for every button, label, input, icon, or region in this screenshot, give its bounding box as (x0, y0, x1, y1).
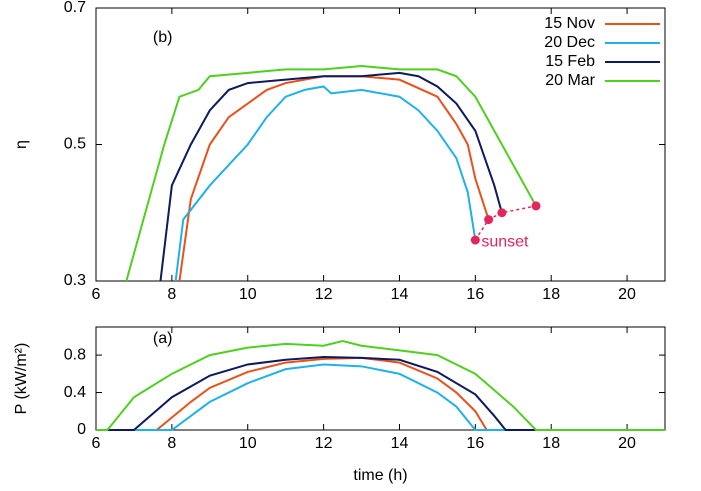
series-line (96, 363, 665, 431)
x-tick-label: 20 (618, 435, 636, 452)
series-line (178, 75, 490, 282)
sunset-line (474, 205, 537, 241)
legend-label: 15 Feb (545, 53, 595, 70)
x-tick-label: 18 (542, 286, 560, 303)
x-tick-label: 12 (315, 435, 333, 452)
y-tick-label: 0.3 (64, 272, 86, 289)
x-axis-label: time (h) (353, 467, 407, 484)
y-tick-label: 0.8 (64, 346, 86, 363)
y-tick-label: 0 (77, 421, 86, 438)
x-tick-label: 16 (466, 286, 484, 303)
y-tick-label: 0.7 (64, 0, 86, 16)
x-tick-label: 16 (466, 435, 484, 452)
x-tick-label: 8 (167, 435, 176, 452)
x-tick-label: 14 (391, 286, 409, 303)
legend-label: 20 Dec (544, 34, 595, 51)
panel-label: (b) (153, 29, 173, 46)
sunset-label: sunset (481, 233, 529, 250)
x-tick-label: 14 (391, 435, 409, 452)
x-tick-label: 10 (239, 286, 257, 303)
x-tick-label: 6 (92, 435, 101, 452)
series-line (125, 65, 537, 282)
x-tick-label: 12 (315, 286, 333, 303)
x-tick-label: 20 (618, 286, 636, 303)
legend-label: 20 Mar (545, 72, 595, 89)
sunset-point (470, 235, 480, 245)
x-tick-label: 18 (542, 435, 560, 452)
x-tick-label: 10 (239, 435, 257, 452)
sunset-point (497, 208, 507, 218)
series-line (96, 340, 665, 431)
panel-label: (a) (153, 330, 173, 347)
series-line (159, 71, 503, 282)
x-tick-label: 6 (92, 286, 101, 303)
plot-frame (95, 326, 666, 431)
series-line (96, 355, 665, 431)
legend-label: 15 Nov (544, 15, 595, 32)
y-axis-label: η (13, 140, 30, 149)
y-axis-label: P (kW/m²) (13, 343, 30, 415)
y-tick-label: 0.4 (64, 384, 86, 401)
series-line (174, 85, 477, 282)
sunset-point (531, 201, 541, 211)
y-tick-label: 0.5 (64, 136, 86, 153)
x-tick-label: 8 (167, 286, 176, 303)
sunset-point (484, 215, 494, 225)
